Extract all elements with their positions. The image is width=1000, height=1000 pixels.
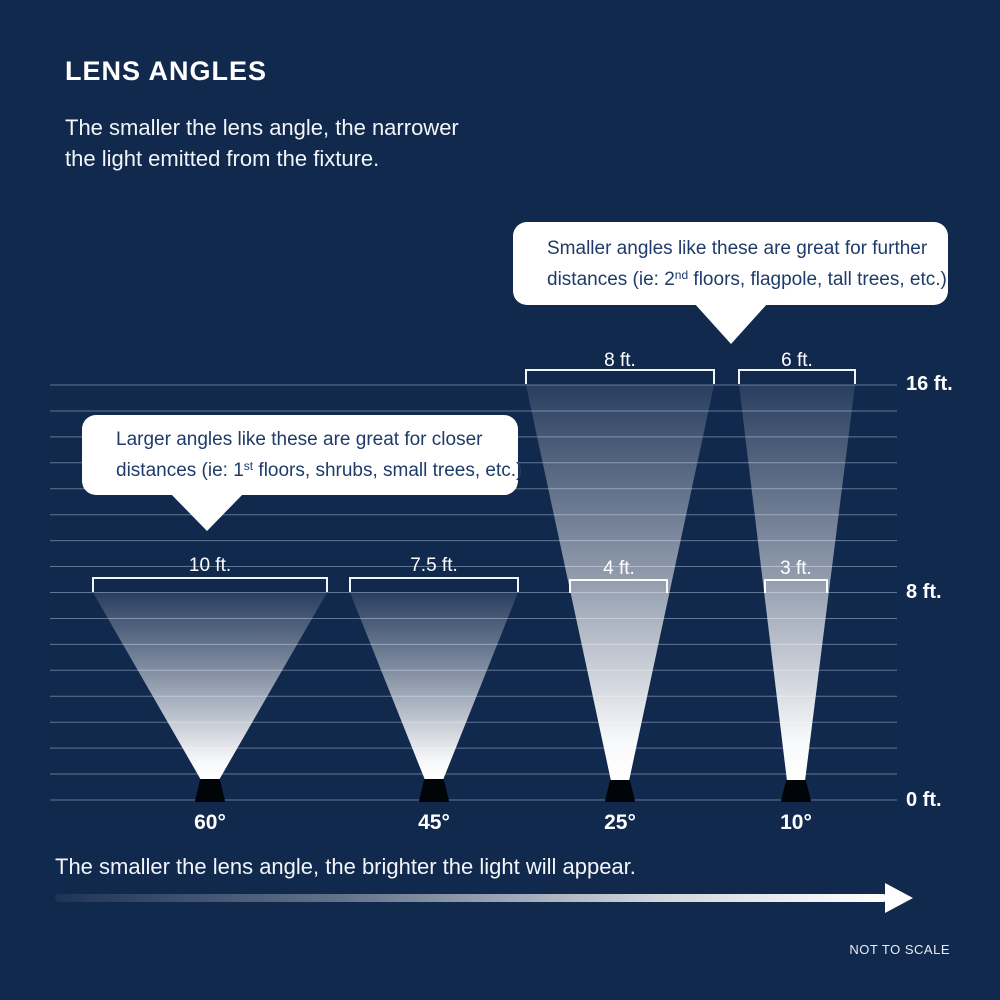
axis-label-16ft: 16 ft. — [906, 373, 953, 395]
callout-smaller-line1: Smaller angles like these are great for … — [547, 237, 928, 259]
callout-larger-line2: distances (ie: 1st floors, shrubs, small… — [116, 459, 523, 481]
width-label-25deg-16ft: 8 ft. — [604, 350, 636, 371]
width-label-60deg: 10 ft. — [188, 555, 232, 576]
bracket-6ft — [738, 369, 856, 384]
width-label-10deg-16ft: 6 ft. — [781, 350, 813, 371]
axis-label-0ft: 0 ft. — [906, 789, 942, 811]
width-label-25deg-8ft: 4 ft. — [603, 558, 635, 579]
width-label-10deg-8ft: 3 ft. — [780, 558, 812, 579]
page-subtitle: The smaller the lens angle, the narrower… — [65, 115, 459, 171]
footer-caption: The smaller the lens angle, the brighter… — [55, 854, 636, 879]
bracket-8ft — [525, 369, 715, 384]
angle-label-10deg: 10° — [780, 811, 812, 834]
bracket-4ft — [569, 579, 668, 593]
bracket-7-5ft — [349, 577, 519, 592]
angle-label-60deg: 60° — [194, 811, 226, 834]
callout-tail — [694, 303, 768, 344]
beam-10deg — [739, 385, 855, 781]
fixture-10deg — [781, 780, 811, 802]
beam-45deg — [350, 592, 518, 780]
brightness-arrow-shaft — [55, 894, 887, 902]
fixture-25deg — [605, 780, 635, 802]
width-label-45deg: 7.5 ft. — [410, 555, 458, 576]
bracket-10ft — [92, 577, 328, 592]
beam-60deg — [93, 592, 327, 780]
page-title: LENS ANGLES — [65, 56, 268, 86]
brightness-arrow-head-icon — [885, 883, 913, 913]
not-to-scale-note: NOT TO SCALE — [849, 942, 950, 957]
callout-tail — [170, 493, 244, 531]
callout-smaller-angles: Smaller angles like these are great for … — [513, 222, 948, 344]
beam-25deg — [526, 385, 714, 781]
callout-larger-line1: Larger angles like these are great for c… — [116, 429, 483, 450]
angle-label-25deg: 25° — [604, 811, 636, 834]
fixture-45deg — [419, 779, 449, 802]
callout-larger-angles: Larger angles like these are great for c… — [82, 415, 523, 531]
fixture-60deg — [195, 779, 225, 802]
axis-label-8ft: 8 ft. — [906, 581, 942, 603]
angle-label-45deg: 45° — [418, 811, 450, 834]
bracket-3ft — [764, 579, 828, 593]
callout-smaller-line2: distances (ie: 2nd floors, flagpole, tal… — [547, 267, 947, 290]
